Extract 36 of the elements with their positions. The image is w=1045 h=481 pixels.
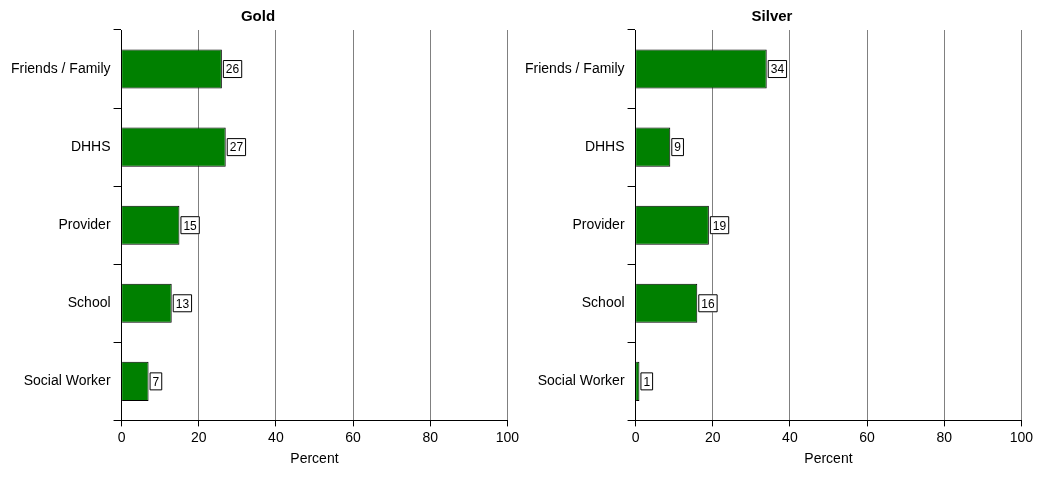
y-tick-label: DHHS — [70, 137, 111, 154]
chart-title: Silver — [751, 7, 793, 25]
y-tick-label: Friends / Family — [524, 59, 625, 76]
x-tick-label: 60 — [859, 428, 876, 445]
y-tick-label: Provider — [572, 216, 625, 233]
data-label: 13 — [175, 296, 190, 311]
chart-title: Gold — [240, 7, 276, 25]
data-label: 26 — [225, 62, 240, 77]
x-tick-label: 100 — [495, 428, 520, 445]
data-label: 19 — [712, 218, 727, 233]
x-tick-label: 0 — [117, 428, 126, 445]
x-tick-label: 100 — [1009, 428, 1034, 445]
data-label: 15 — [183, 218, 198, 233]
data-label: 7 — [152, 374, 160, 389]
x-tick-label: 20 — [704, 428, 721, 445]
y-tick-label: School — [67, 294, 111, 311]
y-tick-label: DHHS — [584, 137, 625, 154]
data-label: 1 — [643, 374, 651, 389]
y-tick-label: School — [581, 294, 625, 311]
x-tick-label: 40 — [782, 428, 798, 445]
x-axis-title: Percent — [804, 450, 853, 467]
x-tick-label: 20 — [190, 428, 207, 445]
x-tick-label: 80 — [422, 428, 439, 445]
y-tick-label: Social Worker — [537, 372, 625, 389]
data-label: 27 — [229, 140, 244, 155]
x-axis-title: Percent — [290, 450, 339, 467]
data-label: 34 — [770, 62, 785, 77]
x-tick-label: 80 — [936, 428, 953, 445]
x-tick-label: 40 — [268, 428, 284, 445]
data-label: 16 — [701, 296, 715, 311]
data-label: 9 — [674, 140, 682, 155]
x-tick-label: 60 — [345, 428, 362, 445]
y-tick-label: Social Worker — [23, 372, 111, 389]
y-tick-label: Friends / Family — [10, 59, 111, 76]
y-tick-label: Provider — [58, 216, 111, 233]
x-tick-label: 0 — [631, 428, 640, 445]
